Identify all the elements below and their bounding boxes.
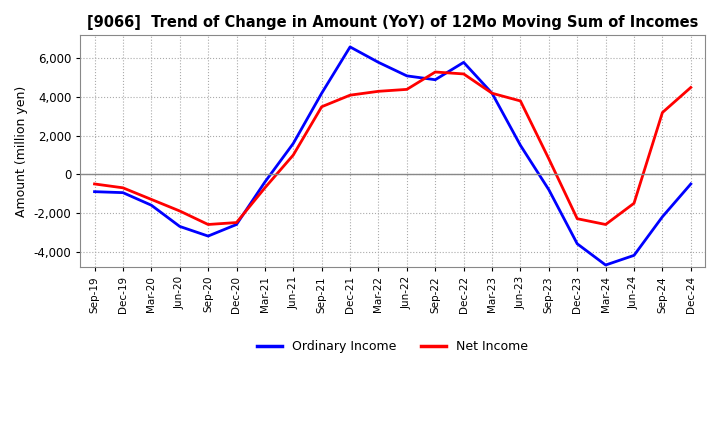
Ordinary Income <box>601 262 610 268</box>
Ordinary Income <box>431 77 440 82</box>
Ordinary Income <box>261 180 269 185</box>
Net Income <box>459 71 468 77</box>
Net Income <box>658 110 667 115</box>
Net Income <box>204 222 212 227</box>
Ordinary Income <box>516 143 525 148</box>
Net Income <box>431 70 440 75</box>
Net Income <box>402 87 411 92</box>
Ordinary Income <box>232 222 240 227</box>
Net Income <box>318 104 326 110</box>
Ordinary Income <box>459 60 468 65</box>
Net Income <box>119 185 127 191</box>
Net Income <box>147 197 156 202</box>
Ordinary Income <box>289 141 297 146</box>
Net Income <box>261 185 269 191</box>
Ordinary Income <box>630 253 639 258</box>
Net Income <box>601 222 610 227</box>
Net Income <box>573 216 582 221</box>
Net Income <box>487 91 496 96</box>
Ordinary Income <box>147 202 156 208</box>
Ordinary Income <box>204 234 212 239</box>
Ordinary Income <box>487 91 496 96</box>
Ordinary Income <box>374 60 383 65</box>
Ordinary Income <box>686 181 695 187</box>
Title: [9066]  Trend of Change in Amount (YoY) of 12Mo Moving Sum of Incomes: [9066] Trend of Change in Amount (YoY) o… <box>87 15 698 30</box>
Net Income <box>176 208 184 213</box>
Net Income <box>544 156 553 161</box>
Ordinary Income <box>346 44 354 50</box>
Ordinary Income <box>318 91 326 96</box>
Legend: Ordinary Income, Net Income: Ordinary Income, Net Income <box>252 335 534 358</box>
Ordinary Income <box>544 187 553 192</box>
Net Income <box>232 220 240 225</box>
Net Income <box>374 89 383 94</box>
Net Income <box>516 98 525 103</box>
Net Income <box>686 85 695 90</box>
Net Income <box>630 201 639 206</box>
Y-axis label: Amount (million yen): Amount (million yen) <box>15 85 28 217</box>
Line: Net Income: Net Income <box>94 72 690 224</box>
Ordinary Income <box>119 190 127 195</box>
Line: Ordinary Income: Ordinary Income <box>94 47 690 265</box>
Ordinary Income <box>402 73 411 78</box>
Net Income <box>289 152 297 158</box>
Ordinary Income <box>658 214 667 220</box>
Ordinary Income <box>90 189 99 194</box>
Net Income <box>90 181 99 187</box>
Ordinary Income <box>573 241 582 246</box>
Ordinary Income <box>176 224 184 229</box>
Net Income <box>346 92 354 98</box>
